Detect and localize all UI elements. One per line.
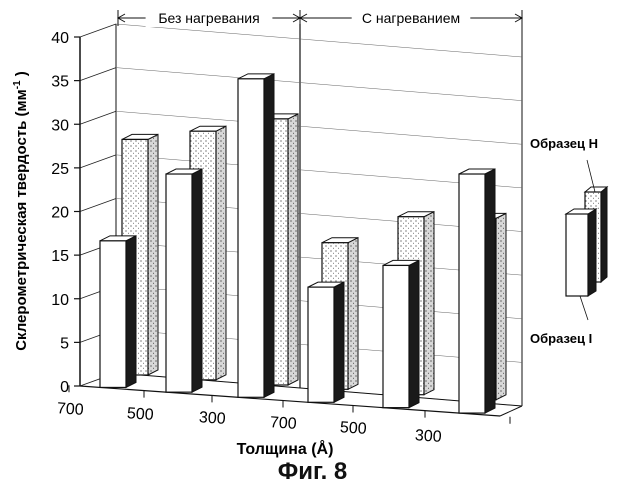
back-gridline: [116, 68, 522, 101]
bar-sample-i-6-side: [485, 169, 495, 413]
bar-sample-i-5: [383, 260, 419, 407]
bar-sample-h-side: [288, 114, 298, 385]
legend-swatch-i: [566, 214, 588, 296]
bar-sample-i-3: [238, 74, 274, 397]
bar-sample-i-3-front: [238, 79, 264, 397]
depth-gridline: [80, 199, 116, 212]
bar-sample-h-side: [348, 238, 358, 390]
group-header-2-label: С нагреванием: [362, 10, 460, 26]
bar-sample-i-1: [100, 236, 136, 388]
legend-swatch-h-side: [601, 187, 607, 282]
bar-sample-h-side: [496, 213, 506, 399]
floor-right-edge: [500, 406, 522, 416]
bar-sample-i-2: [166, 169, 202, 392]
chart-legend: Образец H Образец I: [530, 136, 607, 346]
legend-label-sample-h: Образец H: [530, 136, 598, 151]
back-gridline: [116, 24, 522, 57]
y-tick-label: 25: [51, 161, 69, 178]
y-tick-label: 40: [51, 30, 69, 47]
bar-sample-h-side: [148, 134, 158, 375]
y-tick-label: 35: [51, 74, 69, 91]
legend-label-sample-i: Образец I: [530, 331, 592, 346]
bar-sample-i-4: [308, 282, 344, 402]
depth-gridline: [80, 68, 116, 81]
x-tick-label: 500: [339, 419, 367, 438]
y-axis-label: Склерометрическая твердость (мм-1 ): [12, 71, 30, 351]
x-tick-label: 500: [126, 405, 154, 424]
y-tick-label: 15: [51, 248, 69, 265]
bar-sample-h-side: [424, 212, 434, 395]
x-tick-label: 700: [269, 414, 297, 433]
x-tick-label: 300: [198, 409, 226, 428]
legend-item-sample-i: [566, 209, 596, 320]
group-header-1-label: Без нагревания: [158, 10, 259, 26]
legend-swatch-i-side: [588, 209, 596, 296]
figure-caption: Фиг. 8: [0, 458, 625, 486]
bar-sample-i-3-side: [264, 74, 274, 397]
bar-sample-i-2-front: [166, 174, 192, 392]
x-axis-label: Толщина (Å): [237, 439, 334, 458]
bar-sample-i-2-side: [192, 169, 202, 392]
x-tick-label: 300: [414, 427, 442, 446]
bar-sample-i-5-front: [383, 265, 409, 407]
y-tick-label: 0: [60, 379, 69, 396]
back-gridline: [116, 111, 522, 144]
bar-sample-i-5-side: [409, 260, 419, 407]
y-tick-label: 10: [51, 292, 69, 309]
bar-sample-h-side: [216, 126, 226, 380]
bar-sample-i-6-front: [459, 174, 485, 413]
bar-sample-i-4-front: [308, 287, 334, 402]
y-tick-label: 30: [51, 117, 69, 134]
x-tick-label: 700: [56, 400, 84, 419]
depth-gridline: [80, 24, 116, 37]
bar-sample-i-6: [459, 169, 495, 413]
chart-bars: [100, 74, 506, 413]
bar-sample-i-4-side: [334, 282, 344, 402]
y-tick-label: 20: [51, 205, 69, 222]
y-tick-label: 5: [60, 335, 69, 352]
bar-sample-i-1-side: [126, 236, 136, 388]
depth-gridline: [80, 155, 116, 168]
depth-gridline: [80, 111, 116, 124]
bar-sample-i-1-front: [100, 241, 126, 388]
legend-leader-i: [580, 296, 588, 320]
